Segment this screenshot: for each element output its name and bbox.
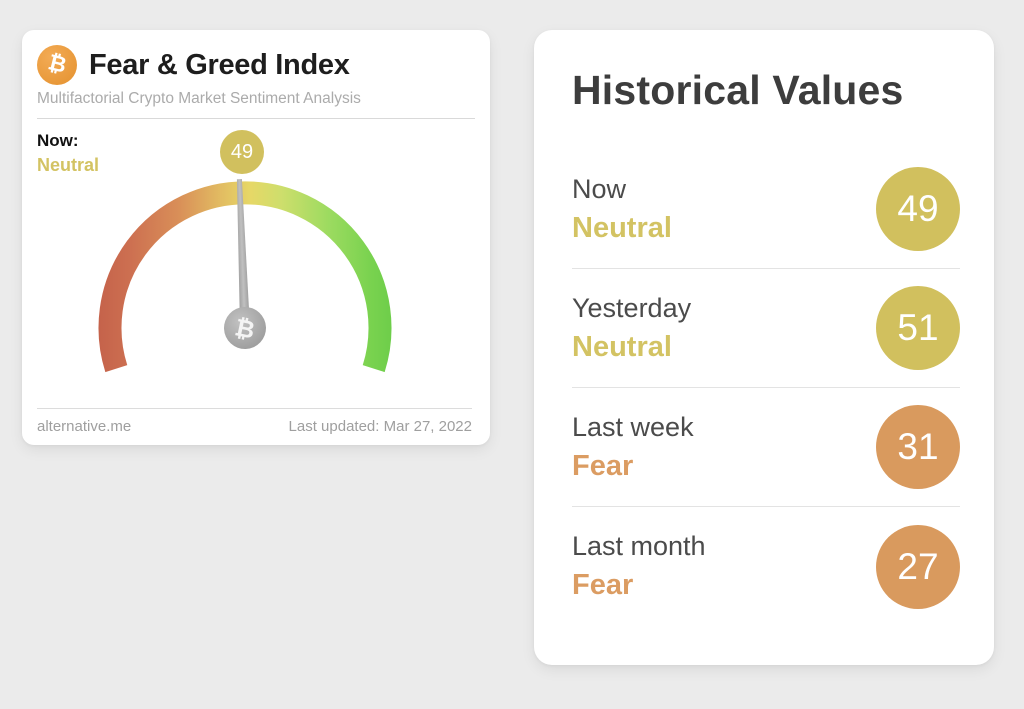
now-classification: Neutral bbox=[37, 154, 100, 175]
gauge-arc bbox=[98, 181, 392, 373]
gauge-needle: ₿ bbox=[224, 179, 266, 349]
row-classification: Neutral bbox=[572, 211, 672, 244]
widget-subtitle: Multifactorial Crypto Market Sentiment A… bbox=[37, 90, 361, 107]
row-classification: Neutral bbox=[572, 330, 672, 363]
bitcoin-icon: ₿ bbox=[37, 45, 77, 85]
widget-header: ₿ Fear & Greed Index bbox=[37, 45, 475, 85]
widget-title: Fear & Greed Index bbox=[89, 48, 350, 81]
last-updated-text: Last updated: Mar 27, 2022 bbox=[288, 418, 472, 435]
now-label: Now: bbox=[37, 131, 79, 150]
historical-row-last-week: Last week Fear 31 bbox=[572, 388, 960, 507]
row-period-label: Last month bbox=[572, 531, 706, 561]
row-period-label: Last week bbox=[572, 411, 694, 442]
row-value-circle: 27 bbox=[876, 524, 960, 609]
row-classification: Fear bbox=[572, 569, 634, 601]
row-value-circle: 49 bbox=[876, 167, 960, 251]
historical-rows: Now Neutral 49 Yesterday Neutral 51 Last… bbox=[572, 150, 960, 626]
fear-greed-widget: ₿ Fear & Greed Index Multifactorial Cryp… bbox=[22, 30, 490, 445]
bitcoin-glyph: ₿ bbox=[45, 50, 69, 79]
row-value-circle: 51 bbox=[876, 286, 960, 370]
header-divider bbox=[37, 118, 475, 119]
historical-values-title: Historical Values bbox=[572, 67, 904, 113]
row-value-circle: 31 bbox=[876, 405, 960, 489]
historical-row-now: Now Neutral 49 bbox=[572, 150, 960, 269]
historical-values-card: Historical Values Now Neutral 49 Yesterd… bbox=[534, 30, 994, 665]
gauge-chart: ₿ bbox=[98, 179, 392, 373]
row-classification: Fear bbox=[572, 449, 634, 482]
widget-footer: alternative.me Last updated: Mar 27, 202… bbox=[37, 408, 472, 435]
historical-row-yesterday: Yesterday Neutral 51 bbox=[572, 269, 960, 388]
source-link[interactable]: alternative.me bbox=[37, 418, 132, 435]
gauge-value-badge: 49 bbox=[220, 130, 264, 174]
row-period-label: Now bbox=[572, 173, 627, 204]
historical-row-last-month: Last month Fear 27 bbox=[572, 507, 960, 626]
current-reading: Now: Neutral bbox=[37, 130, 99, 177]
row-period-label: Yesterday bbox=[572, 292, 692, 323]
gauge-hub bbox=[224, 307, 266, 349]
